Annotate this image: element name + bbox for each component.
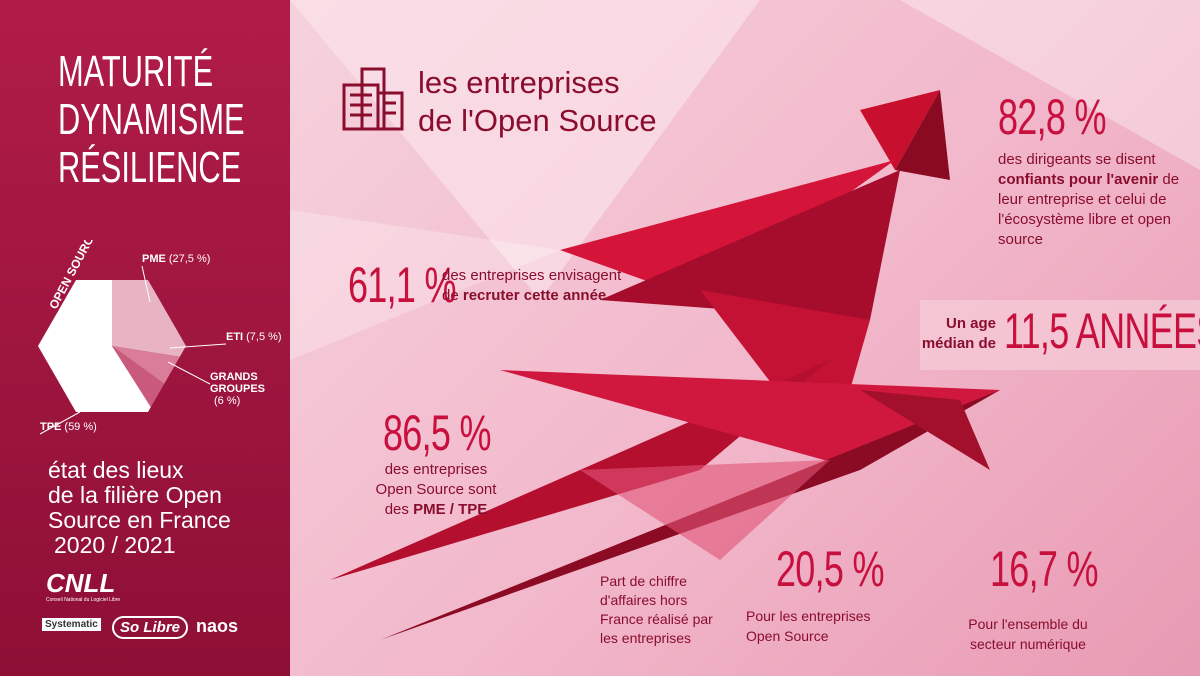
text: Pour l'ensemble du secteur numérique — [968, 616, 1088, 652]
subtitle-line: Source en France — [48, 507, 231, 533]
bold-text: Un age médian de — [921, 315, 996, 352]
pie-wedge — [112, 346, 186, 412]
stat-value: 20,5 % — [776, 541, 884, 597]
stat-text: Un age médian de — [910, 314, 996, 354]
logo-caption: Conseil National du Logiciel Libre — [46, 597, 121, 603]
subtitle-line: 2020 / 2021 — [54, 532, 176, 558]
sidebar-subtitle: état des lieux de la filière Open Source… — [48, 458, 231, 558]
pie-value-label: (27,5 %) — [169, 253, 211, 265]
leader-line — [169, 343, 227, 349]
stat-text: des dirigeants se disent confiants pour … — [998, 150, 1188, 250]
bold-text: PME / TPE — [413, 501, 488, 518]
sidebar: MATURITÉ DYNAMISME RÉSILIENCE OPEN SOURC… — [0, 0, 290, 676]
pie-chart: OPEN SOURCE PME (27,5 %)ETI (7,5 %)GRANDSG… — [38, 240, 282, 435]
pie-value-label: (59 %) — [64, 421, 96, 433]
text: des dirigeants se disent — [998, 151, 1156, 168]
heading-line: les entreprises — [418, 65, 620, 100]
logo: So Libre — [112, 616, 189, 639]
logo: naos — [196, 616, 239, 636]
pie-label: GRANDS — [210, 371, 258, 383]
sidebar-title: MATURITÉ DYNAMISME RÉSILIENCE — [58, 48, 324, 192]
title-line: RÉSILIENCE — [58, 143, 242, 192]
stat-value: 86,5 % — [383, 405, 491, 461]
logo: Systematic — [42, 618, 101, 631]
leader-line — [39, 411, 81, 435]
subtitle-line: état des lieux — [48, 457, 184, 483]
stat-text: Pour l'ensemble du secteur numérique — [958, 614, 1098, 654]
pie-label: GROUPES — [210, 383, 265, 395]
title-line: DYNAMISME — [58, 95, 245, 144]
caption: Part de chiffre d'affaires hors France r… — [600, 573, 713, 646]
subtitle-line: de la filière Open — [48, 482, 222, 508]
pie-label: TPE (59 %) — [40, 421, 97, 433]
leader-line — [167, 361, 211, 385]
heading: les entreprises de l'Open Source — [418, 64, 657, 140]
title-line: MATURITÉ — [58, 47, 214, 96]
stat-value: 82,8 % — [998, 89, 1106, 145]
text: des entreprises Open Source sont des — [375, 461, 497, 518]
stat-text: des entreprises Open Source sont des PME… — [370, 460, 502, 520]
text: des entreprises envisagent de — [442, 267, 622, 304]
pie-label: ETI (7,5 %) — [226, 331, 282, 343]
pie-label: PME (27,5 %) — [142, 253, 210, 265]
stat-value: 16,7 % — [990, 541, 1098, 597]
logo: CNLL — [46, 568, 116, 598]
stat-text: des entreprises envisagent de recruter c… — [442, 266, 632, 306]
heading-line: de l'Open Source — [418, 103, 657, 138]
stat-text: Pour les entreprises Open Source — [746, 606, 906, 646]
stat-value: 61,1 % — [348, 257, 456, 313]
building-icon — [342, 67, 404, 131]
bold-text: recruter cette année — [462, 287, 607, 304]
leader-line — [141, 265, 151, 303]
text: Pour les entreprises Open Source — [746, 608, 871, 644]
pie-value-label: (7,5 %) — [246, 331, 281, 343]
pie-wedge — [112, 346, 186, 411]
text: de leur entreprise et celui de l'écosyst… — [998, 171, 1180, 248]
stat-value: 11,5 ANNÉES — [1004, 303, 1200, 359]
pie-value-label: (6 %) — [214, 395, 240, 407]
bold-text: confiants pour l'avenir — [998, 171, 1159, 188]
